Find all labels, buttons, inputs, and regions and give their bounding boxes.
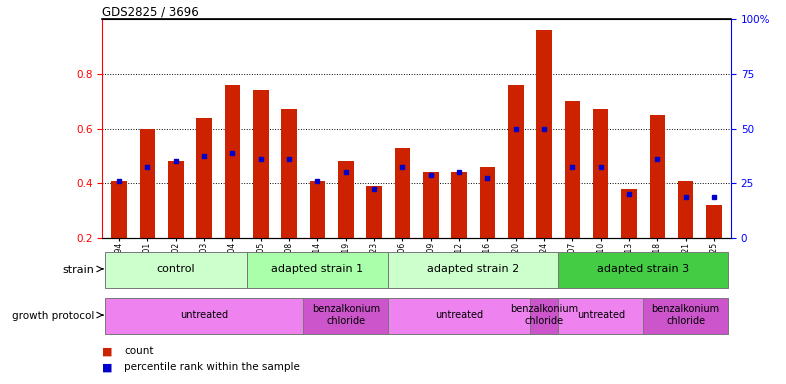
Bar — [303, 298, 388, 334]
Bar — [643, 298, 728, 334]
Bar — [366, 186, 382, 293]
Text: untreated: untreated — [577, 310, 625, 320]
Bar — [338, 162, 354, 293]
Text: GDS2825 / 3696: GDS2825 / 3696 — [102, 5, 199, 18]
Bar — [225, 85, 241, 293]
Bar — [564, 101, 580, 293]
Bar — [168, 162, 184, 293]
Bar — [593, 109, 608, 293]
Text: benzalkonium
chloride: benzalkonium chloride — [652, 304, 720, 326]
Bar — [388, 252, 558, 288]
Bar — [536, 30, 552, 293]
Bar — [253, 90, 269, 293]
Text: untreated: untreated — [180, 310, 228, 320]
Text: adapted strain 3: adapted strain 3 — [597, 264, 689, 274]
Bar — [621, 189, 637, 293]
Bar — [247, 252, 388, 288]
Bar — [530, 298, 558, 334]
Bar — [105, 298, 303, 334]
Text: strain: strain — [62, 265, 94, 275]
Bar — [105, 252, 247, 288]
Text: adapted strain 2: adapted strain 2 — [427, 264, 520, 274]
Text: control: control — [156, 264, 195, 274]
Text: benzalkonium
chloride: benzalkonium chloride — [312, 304, 380, 326]
Bar — [678, 180, 693, 293]
Bar — [479, 167, 495, 293]
Text: ■: ■ — [102, 362, 112, 372]
Bar — [281, 109, 297, 293]
Bar — [140, 129, 156, 293]
Text: adapted strain 1: adapted strain 1 — [271, 264, 363, 274]
Text: count: count — [124, 346, 154, 356]
Bar — [388, 298, 530, 334]
Bar — [196, 118, 212, 293]
Bar — [649, 115, 665, 293]
Text: percentile rank within the sample: percentile rank within the sample — [124, 362, 300, 372]
Bar — [558, 298, 643, 334]
Bar — [508, 85, 523, 293]
Bar — [310, 180, 325, 293]
Bar — [395, 148, 410, 293]
Bar — [558, 252, 728, 288]
Bar — [706, 205, 722, 293]
Text: untreated: untreated — [435, 310, 483, 320]
Bar — [451, 172, 467, 293]
Bar — [423, 172, 439, 293]
Text: growth protocol: growth protocol — [12, 311, 94, 321]
Bar — [112, 180, 127, 293]
Text: benzalkonium
chloride: benzalkonium chloride — [510, 304, 578, 326]
Text: ■: ■ — [102, 346, 112, 356]
